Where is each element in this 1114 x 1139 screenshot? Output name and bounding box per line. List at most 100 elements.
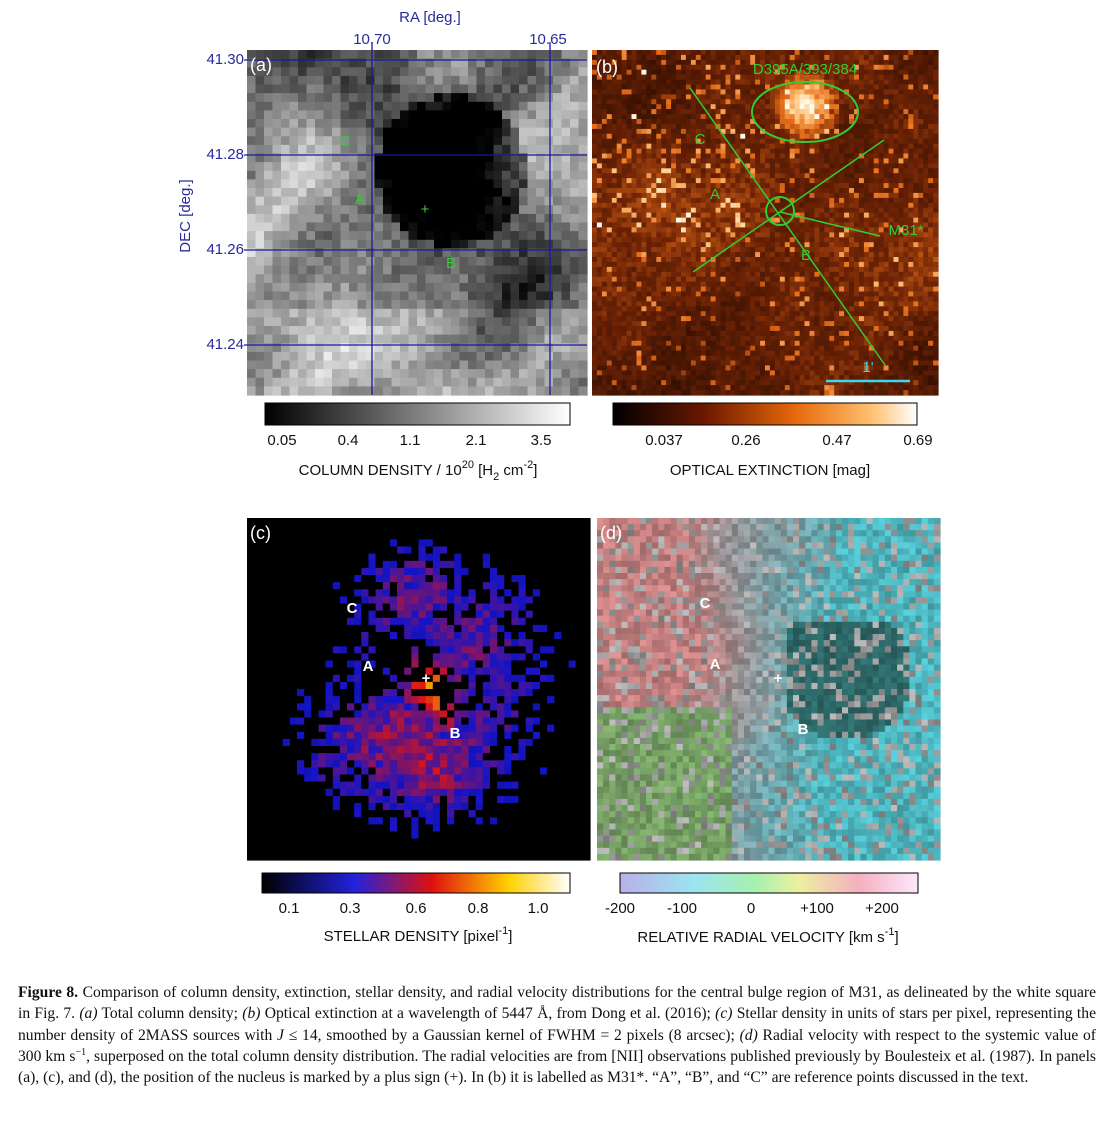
pixel: [592, 390, 598, 396]
pixel: [601, 321, 608, 327]
pixel: [315, 119, 325, 129]
pixel: [760, 114, 766, 120]
pixel: [611, 123, 618, 130]
pixel: [700, 350, 707, 357]
pixel: [408, 326, 418, 336]
pixel: [824, 192, 830, 199]
pixel: [710, 143, 717, 150]
pixel: [332, 75, 342, 86]
pixel: [755, 168, 761, 174]
pixel: [745, 123, 751, 130]
pixel: [666, 247, 672, 253]
pixel: [611, 330, 618, 337]
pixel: [725, 330, 731, 337]
pixel: [695, 385, 702, 391]
pixel: [417, 308, 427, 318]
pixel: [681, 197, 687, 204]
pixel: [442, 196, 452, 206]
pixel: [247, 222, 257, 232]
pixel: [779, 286, 786, 293]
pixel: [745, 143, 751, 150]
pixel: [527, 75, 537, 86]
pixel: [349, 231, 359, 241]
pixel: [745, 291, 751, 297]
pixel: [408, 58, 418, 68]
pixel: [417, 282, 427, 293]
pixel: [661, 99, 667, 105]
pixel: [601, 148, 608, 155]
pixel: [779, 99, 786, 105]
pixel: [636, 345, 642, 352]
pixel: [616, 138, 623, 145]
pixel: [417, 67, 427, 77]
pixel: [819, 316, 825, 322]
pixel: [676, 380, 682, 386]
pixel: [417, 162, 427, 172]
pixel: [819, 178, 825, 184]
pixel: [544, 188, 554, 198]
pixel: [596, 84, 603, 90]
pixel: [383, 326, 393, 336]
pixel: [592, 227, 598, 233]
pixel: [646, 178, 652, 184]
pixel: [740, 335, 746, 342]
pixel: [510, 50, 520, 60]
pixel: [502, 58, 512, 68]
pixel: [425, 205, 435, 215]
pixel: [715, 335, 722, 342]
pixel: [611, 114, 618, 120]
pixel: [611, 148, 618, 155]
pixel: [656, 217, 662, 224]
pixel: [349, 127, 359, 137]
pixel: [553, 343, 563, 353]
pixel: [695, 119, 702, 125]
pixel: [774, 271, 781, 278]
pixel: [641, 153, 647, 159]
pixel: [651, 128, 657, 135]
pixel: [281, 274, 291, 284]
pixel: [536, 239, 546, 249]
pixel: [400, 136, 410, 146]
pixel: [661, 266, 667, 273]
pixel: [366, 153, 376, 163]
pixel: [616, 301, 623, 307]
pixel: [769, 380, 776, 386]
pixel: [408, 351, 418, 362]
pixel: [596, 237, 603, 243]
pixel: [789, 64, 796, 71]
pixel: [715, 163, 722, 169]
pixel: [685, 326, 692, 332]
pixel: [656, 143, 662, 150]
pixel: [383, 308, 393, 318]
pixel: [710, 237, 717, 243]
pixel: [536, 334, 546, 344]
pixel: [611, 301, 618, 307]
pixel: [814, 109, 820, 115]
pixel: [676, 242, 682, 248]
pixel: [819, 365, 825, 371]
pixel: [789, 306, 796, 312]
pixel: [631, 133, 637, 140]
pixel: [315, 67, 325, 77]
pixel: [391, 144, 401, 155]
pixel: [804, 50, 810, 56]
pixel: [606, 202, 613, 209]
pixel: [779, 197, 786, 204]
pixel: [750, 123, 756, 130]
pixel: [298, 231, 308, 241]
pixel: [769, 286, 776, 293]
pixel: [799, 242, 806, 248]
pixel: [769, 119, 776, 125]
pixel: [383, 239, 393, 249]
pixel: [676, 148, 682, 155]
pixel: [819, 158, 825, 164]
pixel: [814, 242, 820, 248]
pixel: [626, 335, 633, 342]
pixel: [442, 308, 452, 318]
pixel: [755, 306, 761, 312]
pixel: [651, 74, 657, 81]
pixel: [735, 99, 741, 105]
pixel: [690, 311, 697, 317]
pixel: [710, 64, 717, 71]
pixel: [779, 261, 786, 268]
